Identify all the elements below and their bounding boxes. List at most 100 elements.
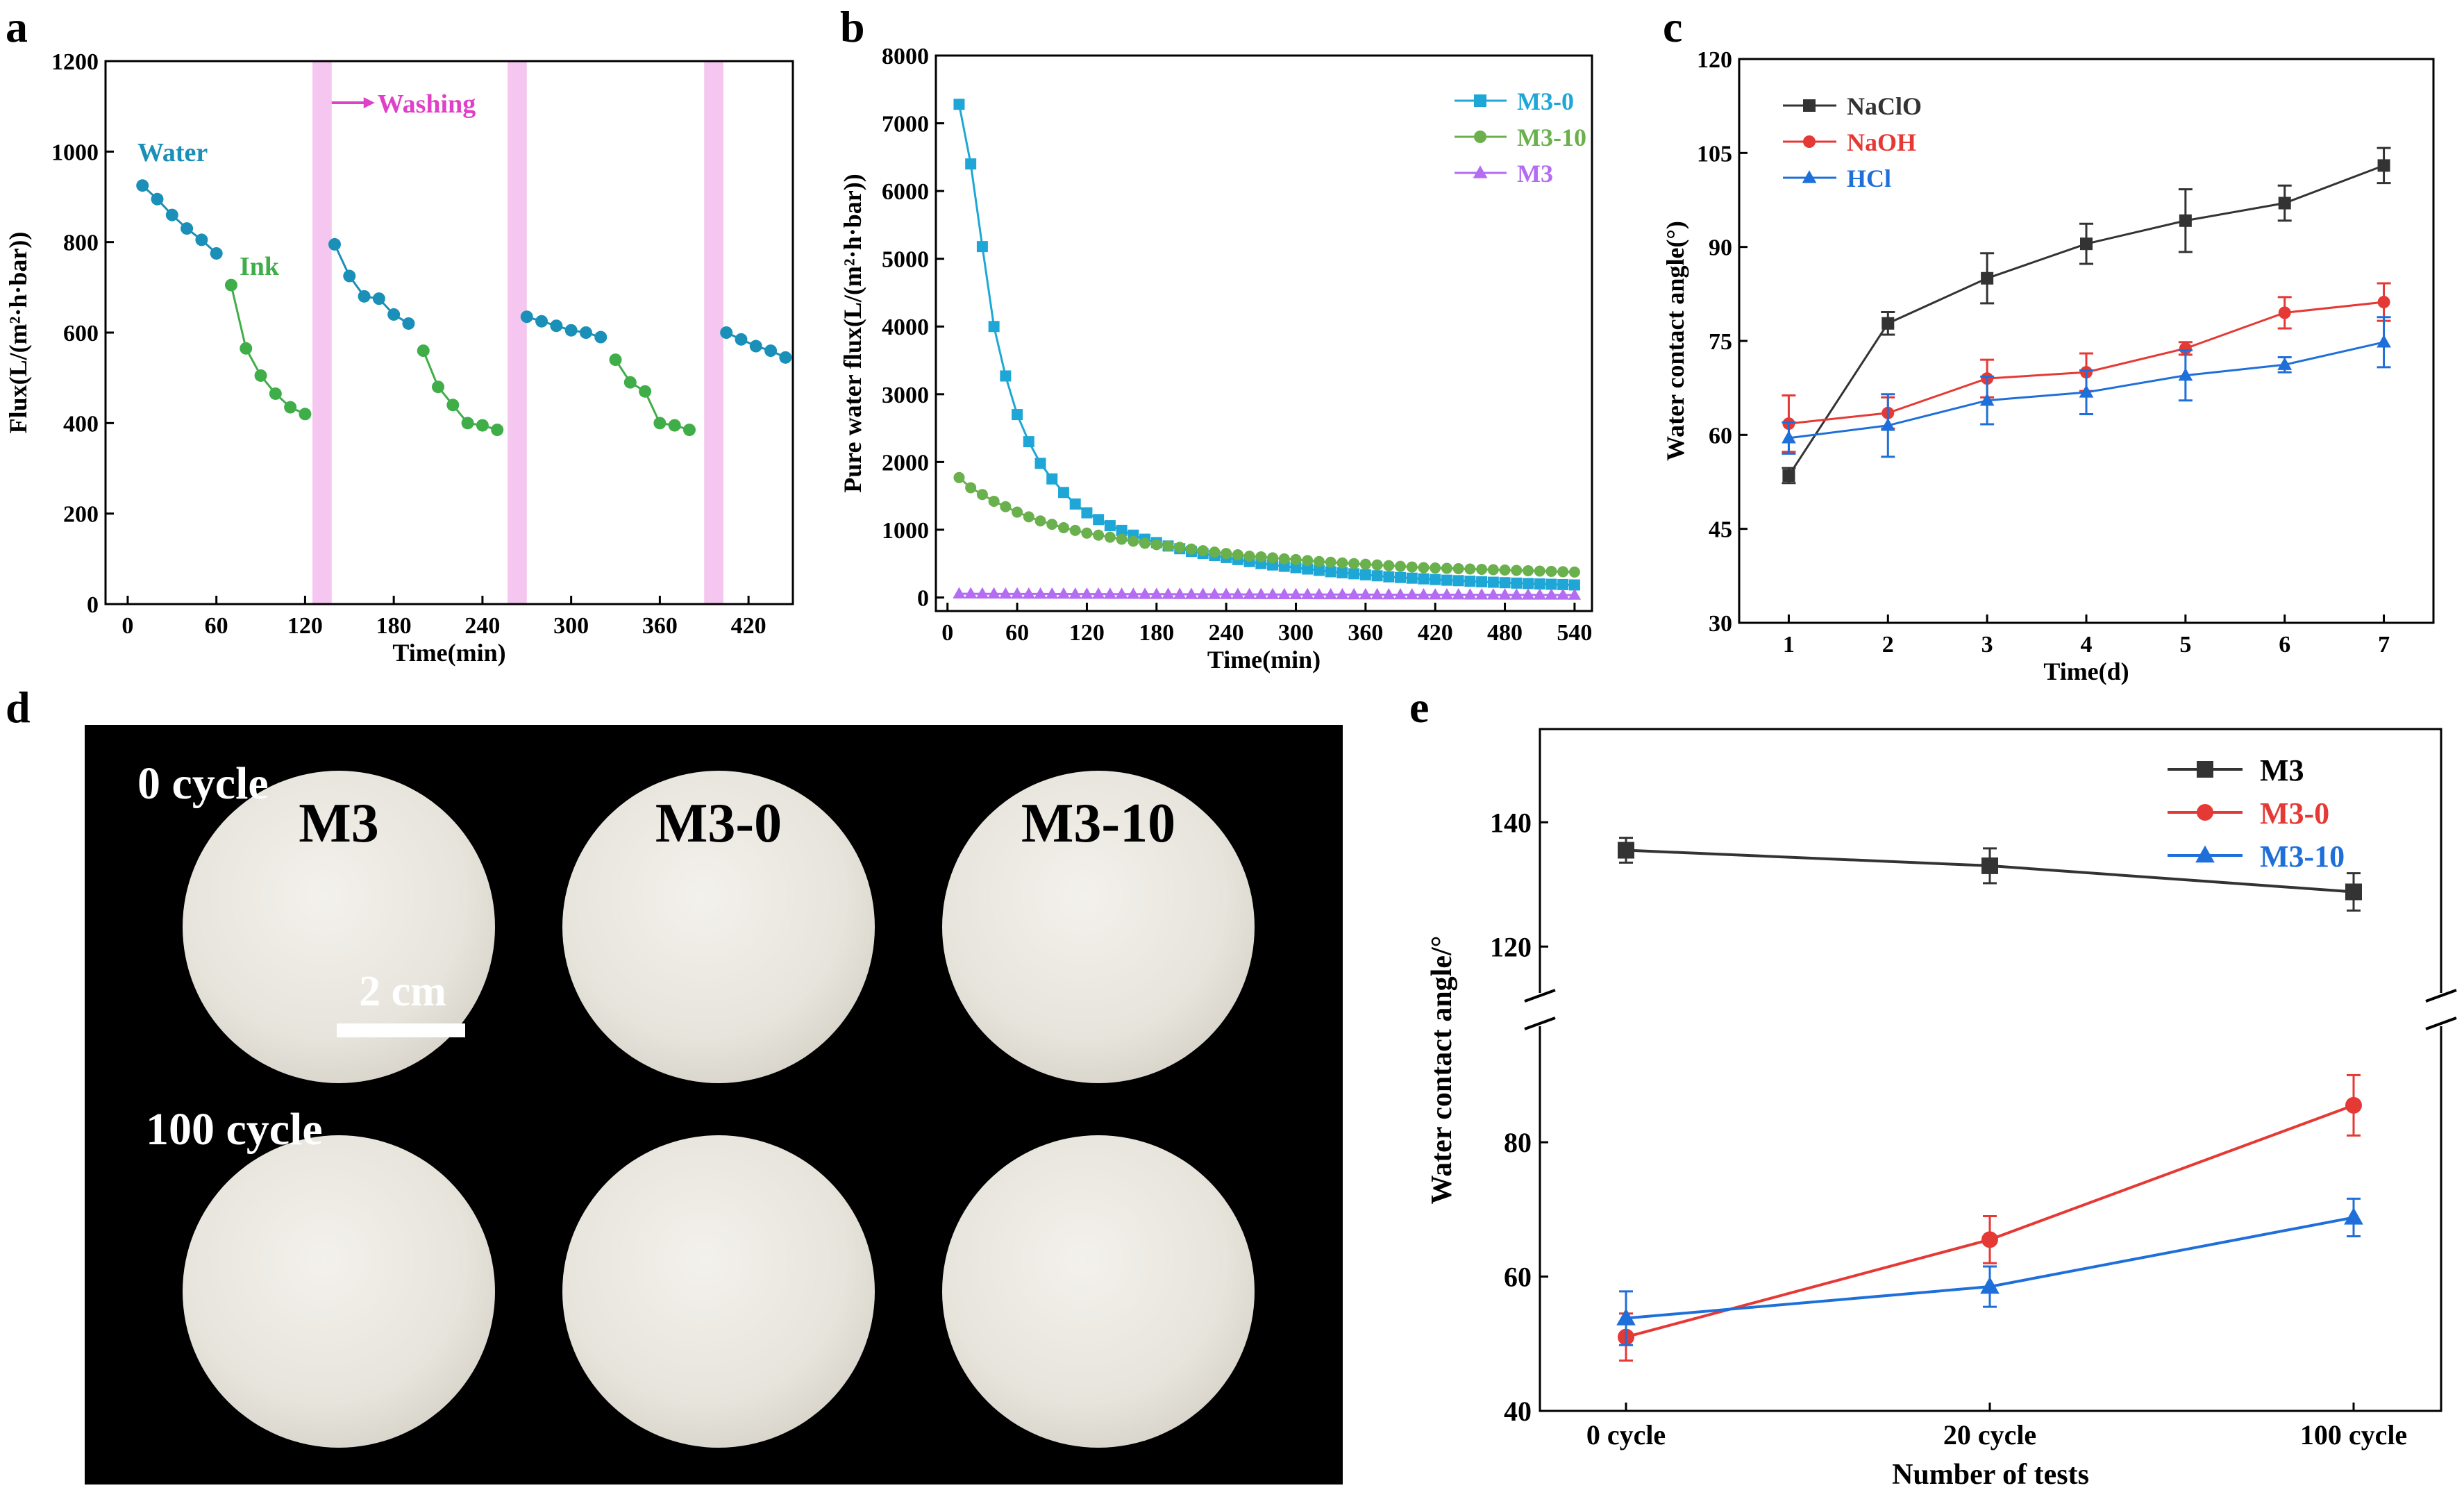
b-point-m3	[1208, 587, 1221, 599]
b-xtick-label: 180	[1139, 620, 1174, 646]
b-point-m3	[975, 587, 989, 599]
c-point-naclo	[2080, 237, 2093, 251]
a-point-water	[764, 344, 778, 358]
c-ytick-label: 75	[1709, 329, 1732, 355]
b-legend-label: M3-0	[1517, 87, 1574, 115]
b-point-m3-10	[1174, 542, 1186, 553]
c-legend-marker	[1803, 99, 1816, 112]
a-xtick-label: 300	[553, 613, 589, 639]
c-ytick-label: 60	[1709, 423, 1732, 449]
c-point-naoh	[2377, 296, 2390, 309]
b-point-m3	[953, 587, 966, 599]
b-point-m3-0	[1464, 576, 1476, 587]
b-point-m3-10	[1545, 565, 1557, 577]
label-0-cycle: 0 cycle	[137, 758, 269, 809]
b-point-m3	[1080, 587, 1093, 599]
b-point-m3-10	[1267, 552, 1279, 564]
scale-bar-label: 2 cm	[359, 968, 446, 1015]
b-legend-marker	[1474, 131, 1486, 143]
a-plot-frame	[104, 60, 794, 605]
label-100-cycle: 100 cycle	[146, 1104, 323, 1155]
b-point-m3-10	[1441, 562, 1452, 574]
b-point-m3-0	[1523, 578, 1534, 589]
b-point-m3-10	[1093, 529, 1105, 541]
a-point-ink	[432, 380, 445, 394]
membrane-disc-m310-0cycle	[942, 771, 1255, 1083]
b-point-m3-10	[1069, 524, 1081, 536]
b-point-m3-0	[1348, 568, 1360, 580]
b-point-m3-10	[1359, 558, 1371, 570]
a-point-water	[210, 246, 223, 260]
membrane-disc-m30-100cycle	[562, 1135, 875, 1448]
e-point-m3-10	[1980, 1276, 2000, 1294]
b-point-m3	[999, 587, 1012, 599]
b-point-m3-10	[1128, 535, 1139, 547]
b-xtick-label: 420	[1418, 620, 1453, 646]
b-point-m3	[1255, 587, 1268, 599]
b-point-m3-0	[1057, 487, 1069, 499]
e-ytick-label: 40	[1504, 1396, 1532, 1427]
a-point-ink	[269, 387, 282, 400]
e-legend-marker	[2197, 761, 2213, 778]
a-xtick-label: 420	[731, 613, 766, 639]
b-point-m3-0	[1534, 578, 1545, 589]
photo-panel: 0 cycle 100 cycle M3 M3-0 M3-10 2 cm	[85, 725, 1343, 1485]
b-point-m3-10	[1162, 540, 1174, 552]
b-point-m3-10	[1383, 560, 1395, 571]
b-point-m3	[1277, 587, 1291, 599]
e-axis-break-mark	[1524, 1017, 1556, 1030]
c-x-axis-label: Time(d)	[2043, 658, 2129, 685]
c-xtick-label: 6	[2279, 632, 2290, 658]
b-point-m3-0	[1557, 578, 1569, 590]
a-point-water	[550, 319, 563, 333]
a-point-ink	[240, 342, 253, 355]
b-point-m3-0	[1012, 409, 1023, 421]
e-xtick-label: 100 cycle	[2300, 1419, 2407, 1450]
c-xtick-label: 1	[1783, 632, 1795, 658]
b-point-m3	[1046, 587, 1059, 599]
c-point-hcl	[2079, 385, 2094, 398]
b-point-m3	[1184, 587, 1198, 599]
e-plot-frame	[1539, 728, 2442, 1412]
c-ytick-label: 45	[1709, 517, 1732, 543]
b-point-m3-0	[1511, 577, 1523, 589]
b-point-m3-10	[1081, 527, 1093, 539]
b-point-m3-0	[1452, 575, 1464, 587]
b-point-m3	[1556, 588, 1570, 600]
b-point-m3-0	[1116, 524, 1128, 536]
c-point-hcl	[2377, 335, 2391, 348]
b-ytick-label: 5000	[882, 247, 929, 273]
a-ytick-label: 600	[63, 321, 99, 346]
a-point-water	[387, 308, 401, 321]
b-ytick-label: 6000	[882, 179, 929, 205]
chart-a: 0 60 120 180 240 300 360 420 0 200 400 600 800 1000 12…	[4, 49, 794, 667]
c-plot-frame	[1738, 58, 2435, 624]
a-ytick-label: 1000	[51, 140, 99, 165]
b-point-m3-10	[1511, 564, 1523, 576]
b-point-m3	[1347, 587, 1361, 600]
a-series-ink-line	[614, 359, 690, 431]
e-point-m3-10	[1616, 1308, 1636, 1325]
c-y-axis-label: Water contact angle(°)	[1661, 221, 1689, 461]
washing-arrow-head	[363, 97, 375, 108]
b-point-m3-0	[1383, 571, 1395, 583]
a-point-ink	[491, 424, 504, 437]
annotation-washing: Washing	[378, 90, 476, 119]
b-point-m3-0	[1499, 577, 1511, 589]
b-point-m3	[1521, 588, 1535, 600]
b-point-m3-10	[1057, 522, 1069, 533]
b-point-m3	[1068, 587, 1082, 599]
b-point-m3-10	[1243, 550, 1255, 562]
b-point-m3	[1010, 587, 1024, 599]
b-point-m3-10	[988, 495, 1000, 507]
b-point-m3-10	[1430, 562, 1441, 574]
a-point-water	[594, 331, 607, 344]
b-legend-label: M3-10	[1517, 124, 1586, 151]
a-point-ink	[284, 401, 297, 414]
a-xtick-label: 360	[642, 613, 678, 639]
e-ytick-label: 60	[1504, 1262, 1532, 1293]
c-point-hcl	[2277, 357, 2293, 370]
b-point-m3	[1219, 587, 1233, 599]
b-point-m3-10	[1209, 546, 1221, 558]
